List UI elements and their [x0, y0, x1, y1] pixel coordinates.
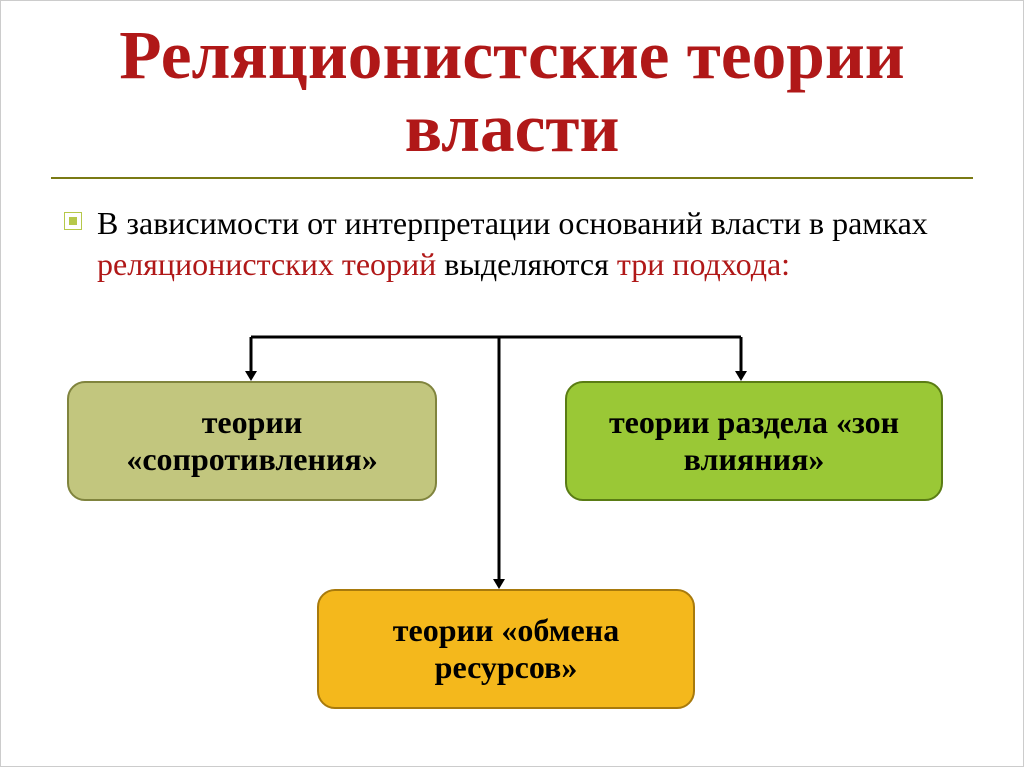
slide-title: Реляционистские теории власти [51, 19, 973, 177]
paragraph-segment: выделяются [436, 246, 617, 282]
node-exchange: теории «обмена ресурсов» [317, 589, 695, 709]
paragraph-segment: реляционистских теорий [97, 246, 436, 282]
node-zones: теории раздела «зон влияния» [565, 381, 943, 501]
paragraph-text: В зависимости от интерпретации оснований… [97, 203, 973, 285]
node-resistance: теории «сопротивления» [67, 381, 437, 501]
bullet-icon [65, 213, 81, 229]
body-paragraph: В зависимости от интерпретации оснований… [51, 203, 973, 285]
slide: Реляционистские теории власти В зависимо… [0, 0, 1024, 767]
paragraph-segment: три подхода: [617, 246, 790, 282]
paragraph-segment: В зависимости от интерпретации оснований… [97, 205, 928, 241]
title-underline [51, 177, 973, 179]
